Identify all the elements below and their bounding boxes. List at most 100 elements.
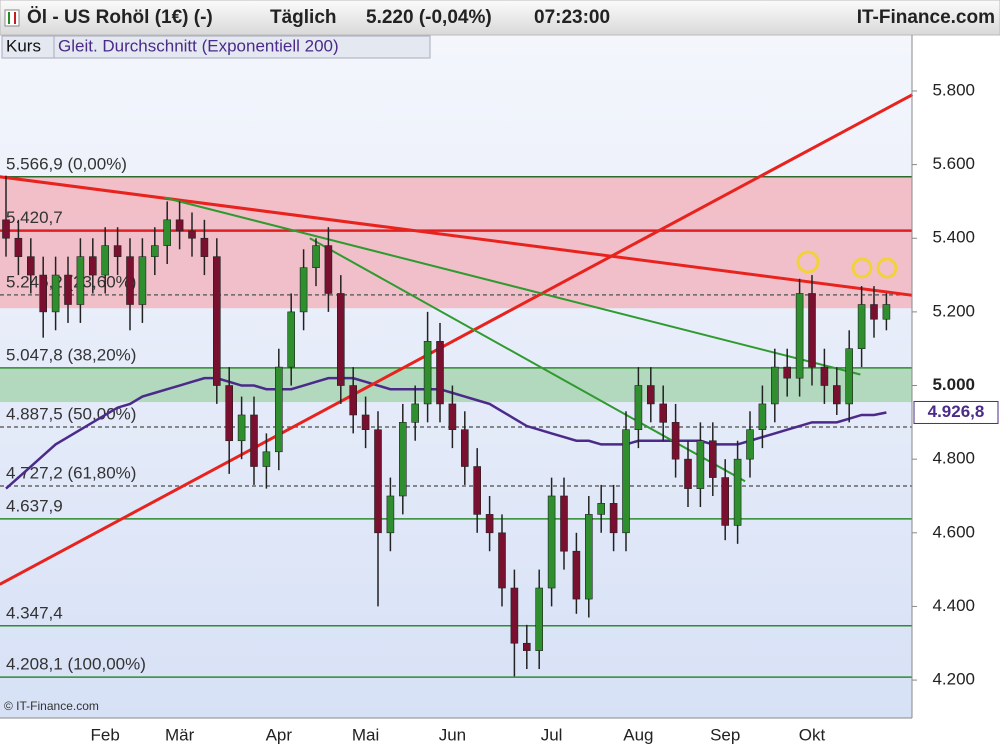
fib-label: 4.208,1 (100,00%)	[6, 655, 146, 674]
candle-body	[696, 440, 705, 489]
candle-body	[436, 341, 444, 405]
fib-label: 4.637,9	[6, 496, 63, 515]
header-bar	[0, 0, 1000, 36]
candle-body	[138, 256, 147, 305]
zone	[0, 176, 912, 309]
x-tick-label: Jul	[541, 725, 563, 744]
price-tag-label: 4.926,8	[928, 402, 985, 421]
candle-body	[560, 495, 568, 552]
trend-line	[164, 196, 861, 376]
candle-body	[324, 245, 333, 294]
trend-line	[0, 93, 914, 586]
legend-box	[53, 35, 431, 59]
candle-body	[2, 219, 10, 239]
fib-label: 5.047,8 (38,20%)	[6, 345, 136, 364]
candle-body	[237, 414, 246, 442]
fib-label: 4.887,5 (50,00%)	[6, 404, 136, 423]
candle-body	[770, 366, 779, 405]
candle-body	[634, 385, 643, 431]
candle-body	[64, 274, 72, 305]
candle-body	[163, 219, 171, 246]
candle-body	[845, 348, 854, 405]
candle-body	[622, 429, 630, 534]
candle-body	[870, 304, 878, 320]
candle-body	[101, 245, 109, 276]
candle-body	[460, 429, 469, 467]
candle-body	[795, 293, 804, 379]
candle-body	[336, 293, 345, 386]
y-tick-label: 4.200	[932, 670, 975, 689]
candle-body	[473, 466, 482, 515]
candle-body	[758, 403, 767, 431]
candle-body	[374, 429, 382, 534]
candle-body	[882, 304, 891, 320]
candle-body	[423, 341, 432, 405]
fib-label: 5.420,7	[6, 208, 63, 227]
x-tick-label: Okt	[799, 725, 826, 744]
y-tick-label: 5.000	[932, 375, 975, 394]
candle-body	[448, 403, 457, 431]
y-tick-label: 5.600	[932, 154, 975, 173]
highlight	[796, 250, 820, 274]
candle-body	[659, 403, 668, 423]
y-tick-label: 4.600	[932, 522, 975, 541]
candle-body	[76, 256, 85, 305]
candle-body	[312, 245, 320, 268]
candle-body	[808, 293, 816, 368]
x-tick-label: Feb	[91, 725, 120, 744]
x-tick-label: Jun	[439, 725, 466, 744]
candle-body	[857, 304, 866, 350]
candle-body	[547, 495, 556, 589]
candle-body	[832, 385, 841, 405]
candle-body	[287, 311, 296, 368]
x-tick-label: Mär	[165, 725, 195, 744]
candle-body	[746, 429, 754, 460]
candle-body	[783, 366, 792, 379]
candle-body	[411, 403, 420, 423]
candle-body	[671, 422, 680, 460]
zone	[0, 367, 912, 403]
candle-body	[250, 414, 258, 467]
candle-body	[708, 440, 717, 478]
y-tick-label: 5.400	[932, 228, 975, 247]
header-time: 07:23:00	[534, 7, 610, 28]
candle-body	[89, 256, 97, 276]
candle-body	[597, 503, 606, 515]
fib-label: 4.347,4	[6, 603, 63, 622]
y-tick-label: 4.400	[932, 596, 975, 615]
highlight	[876, 257, 898, 279]
watermark: © IT-Finance.com	[4, 699, 99, 713]
candle-body	[535, 587, 544, 651]
fib-label: 4.727,2 (61,80%)	[6, 463, 136, 482]
fib-label: 5.566,9 (0,00%)	[6, 154, 127, 173]
candle-body	[151, 245, 159, 257]
candle-body	[213, 256, 221, 386]
highlight	[851, 257, 873, 279]
candle-body	[113, 245, 122, 257]
candle-body	[386, 495, 395, 534]
candle-body	[820, 366, 829, 386]
candle-body	[498, 532, 506, 589]
candle-body	[398, 422, 407, 497]
candle-body	[584, 514, 593, 600]
x-tick-label: Mai	[352, 725, 379, 744]
candle-body	[200, 237, 209, 257]
candle-body	[26, 256, 35, 276]
candle-body	[609, 503, 618, 534]
price-tag	[913, 400, 999, 424]
header-title: Öl - US Rohöl (1€) (-)	[27, 7, 213, 28]
candle-body	[646, 385, 655, 405]
header-site: IT-Finance.com	[857, 7, 995, 28]
candle-body	[485, 514, 494, 534]
icon	[4, 9, 20, 27]
candle-body	[522, 642, 531, 651]
legend-price: Kurs	[6, 36, 41, 55]
x-tick-label: Apr	[266, 725, 293, 744]
x-tick-label: Aug	[623, 725, 653, 744]
candle-body	[684, 458, 692, 489]
candle-body	[349, 385, 358, 416]
candle-body	[188, 230, 196, 239]
y-tick-label: 5.200	[932, 301, 975, 320]
